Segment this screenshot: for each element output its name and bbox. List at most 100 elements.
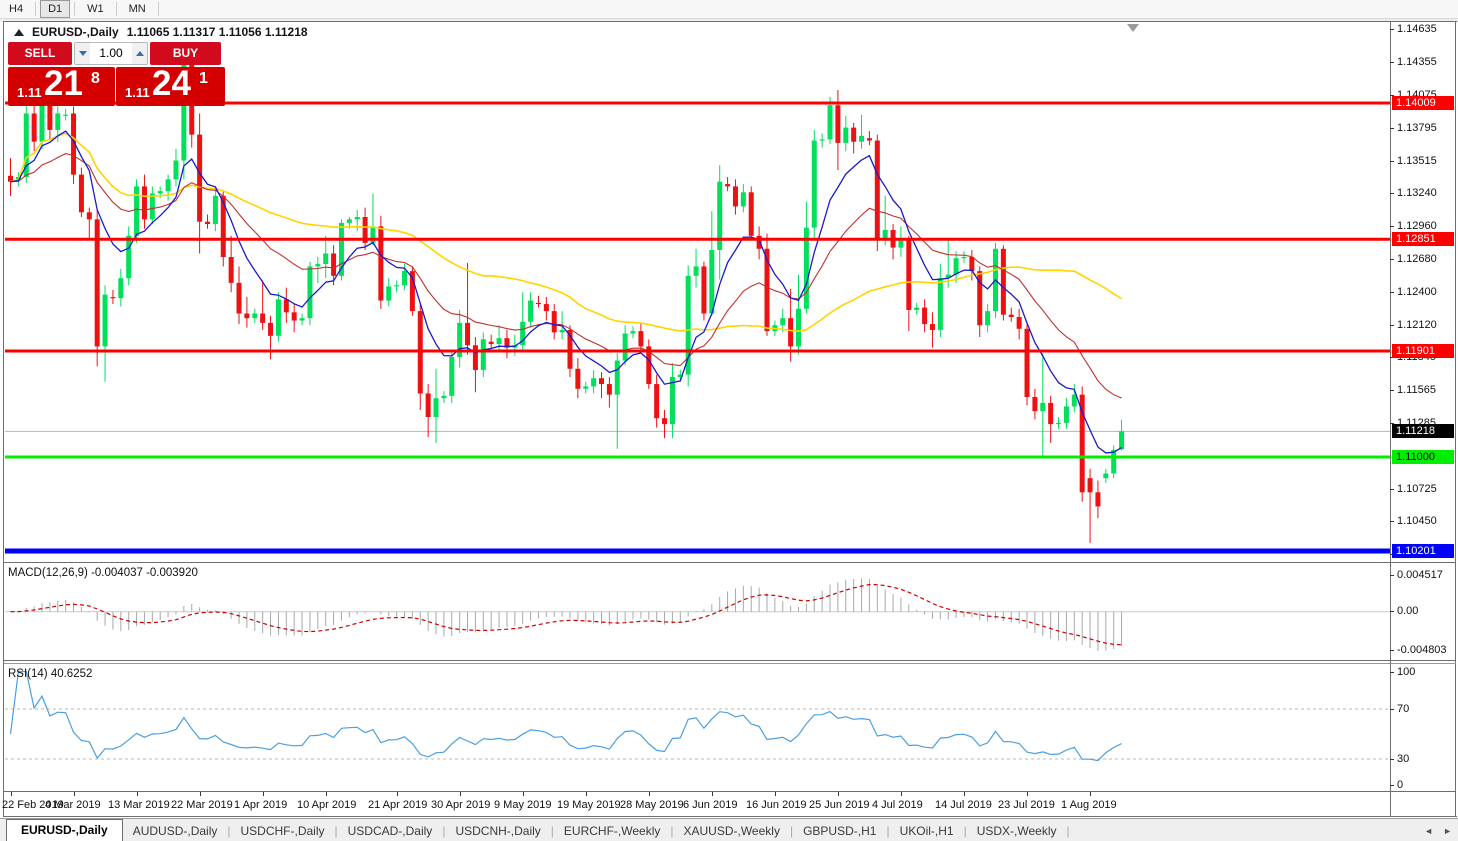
tab-scroll-right-icon[interactable]: ► [1443, 826, 1452, 836]
macd-tick-label: 0.004517 [1397, 568, 1443, 581]
price-tick [1390, 258, 1394, 260]
price-tick-label: 1.12400 [1397, 285, 1437, 298]
date-tick [137, 792, 138, 796]
date-tick [649, 792, 650, 796]
price-tick-label: 1.14635 [1397, 22, 1437, 35]
tab-gbpusd-h1[interactable]: GBPUSD-,H1 [803, 824, 877, 838]
date-tick-label: 1 Aug 2019 [1061, 799, 1117, 811]
macd-signal-line [10, 583, 1122, 646]
window-border-bottom [3, 816, 1457, 817]
tab-separator: | [886, 824, 890, 838]
rsi-pane [5, 670, 1390, 762]
date-tick [1027, 792, 1028, 796]
chart-shift-marker-icon[interactable] [1127, 24, 1139, 32]
price-tick-label: 1.14355 [1397, 55, 1437, 68]
price-tick [1390, 390, 1394, 391]
date-tick-label: 21 Apr 2019 [368, 799, 428, 811]
tab-usdx-weekly[interactable]: USDX-,Weekly [976, 824, 1057, 838]
price-tick [1390, 423, 1394, 424]
main-price-pane [5, 47, 1390, 554]
price-tick-label: 1.12960 [1397, 219, 1437, 232]
ma-mid-line [10, 153, 1122, 399]
tab-usdcnh-daily[interactable]: USDCNH-,Daily [455, 824, 541, 838]
buy-price-display[interactable]: 1.11 24 1 [116, 64, 225, 106]
price-tick-label: 1.12680 [1397, 252, 1437, 265]
chart-symbol-label: EURUSD-,Daily [32, 25, 119, 39]
date-tick [712, 792, 713, 796]
price-axis-border [1390, 22, 1391, 816]
date-tick-label: 19 May 2019 [557, 799, 621, 811]
macd-tick [1390, 611, 1394, 613]
tab-separator: | [1066, 824, 1070, 838]
price-tick [1390, 488, 1394, 490]
date-tick [74, 792, 75, 796]
tab-eurchf-weekly[interactable]: EURCHF-,Weekly [563, 824, 661, 838]
collapse-arrow-icon[interactable] [14, 28, 24, 36]
rsi-tick [1390, 708, 1394, 710]
timeframe-button-w1[interactable]: W1 [87, 3, 104, 15]
sell-button[interactable]: SELL [8, 42, 72, 65]
date-tick [964, 792, 965, 796]
trade-panel-row: SELL 1.00 BUY [8, 42, 225, 65]
trade-panel-prices: 1.11 21 8 1.11 24 1 [8, 64, 225, 106]
rsi-tick [1390, 758, 1394, 760]
price-tick-label: 1.10725 [1397, 482, 1437, 495]
date-tick-label: 13 Mar 2019 [108, 799, 170, 811]
tab-ukoil-h1[interactable]: UKOil-,H1 [899, 824, 954, 838]
tab-xauusd-weekly[interactable]: XAUUSD-,Weekly [683, 824, 780, 838]
price-tick-label: 1.12120 [1397, 318, 1437, 331]
rsi-tick-label: 70 [1397, 702, 1410, 715]
chart-tab-bar: EURUSD-,Daily AUDUSD-,Daily | USDCHF-,Daily… [0, 818, 1458, 841]
price-tick-label: 1.13795 [1397, 121, 1437, 134]
date-tick [397, 792, 398, 796]
rsi-tick [1390, 784, 1394, 786]
main-pane-border[interactable] [4, 562, 1456, 563]
volume-decrease-button[interactable] [75, 43, 90, 64]
buy-price-main: 24 [152, 64, 191, 103]
date-tick-label: 6 Jun 2019 [683, 799, 738, 811]
date-tick-label: 25 Jun 2019 [809, 799, 870, 811]
triangle-down-icon [78, 51, 87, 56]
chart-canvas[interactable] [0, 0, 1458, 818]
tab-usdcad-daily[interactable]: USDCAD-,Daily [347, 824, 433, 838]
tab-usdchf-daily[interactable]: USDCHF-,Daily [240, 824, 325, 838]
date-tick [263, 792, 264, 796]
price-tick [1390, 28, 1394, 30]
rsi-tick-label: 30 [1397, 752, 1410, 765]
rsi-label: RSI(14) 40.6252 [8, 668, 93, 680]
macd-tick [1390, 650, 1394, 652]
volume-increase-button[interactable] [132, 43, 147, 64]
price-tick [1390, 160, 1394, 162]
chart-title: EURUSD-,Daily 1.11065 1.11317 1.11056 1.… [14, 25, 308, 39]
date-tick [523, 792, 524, 796]
price-level-badge: 1.12851 [1392, 232, 1454, 247]
macd-pane-border[interactable] [4, 660, 1456, 661]
price-tick [1390, 127, 1394, 129]
sell-price-display[interactable]: 1.11 21 8 [8, 64, 115, 106]
tab-eurusd-daily[interactable]: EURUSD-,Daily [6, 819, 123, 841]
window-strip [0, 19, 1458, 22]
macd-label: MACD(12,26,9) -0.004037 -0.003920 [8, 567, 198, 579]
buy-button[interactable]: BUY [150, 42, 221, 65]
sell-price-pip: 8 [91, 70, 100, 87]
volume-stepper: 1.00 [74, 42, 148, 65]
date-tick [200, 792, 201, 796]
current-price-badge: 1.11218 [1392, 424, 1454, 439]
date-tick-label: 4 Mar 2019 [45, 799, 101, 811]
timeframe-button-mn[interactable]: MN [128, 3, 146, 15]
price-tick [1390, 61, 1394, 63]
date-tick [586, 792, 587, 796]
timeframe-button-d1[interactable]: D1 [40, 0, 71, 18]
tab-audusd-daily[interactable]: AUDUSD-,Daily [132, 824, 218, 838]
window-border-left [3, 21, 4, 817]
chart-ohlc-values: 1.11065 1.11317 1.11056 1.11218 [126, 25, 308, 39]
price-tick [1390, 324, 1394, 326]
date-tick [838, 792, 839, 796]
timeframe-button-h4[interactable]: H4 [9, 3, 24, 15]
tab-separator: | [550, 824, 554, 838]
toolbar-separator [157, 2, 159, 16]
volume-input[interactable]: 1.00 [99, 46, 123, 60]
price-level-badge: 1.11901 [1392, 344, 1454, 358]
date-tick [901, 792, 902, 796]
tab-scroll-left-icon[interactable]: ◄ [1424, 826, 1434, 836]
